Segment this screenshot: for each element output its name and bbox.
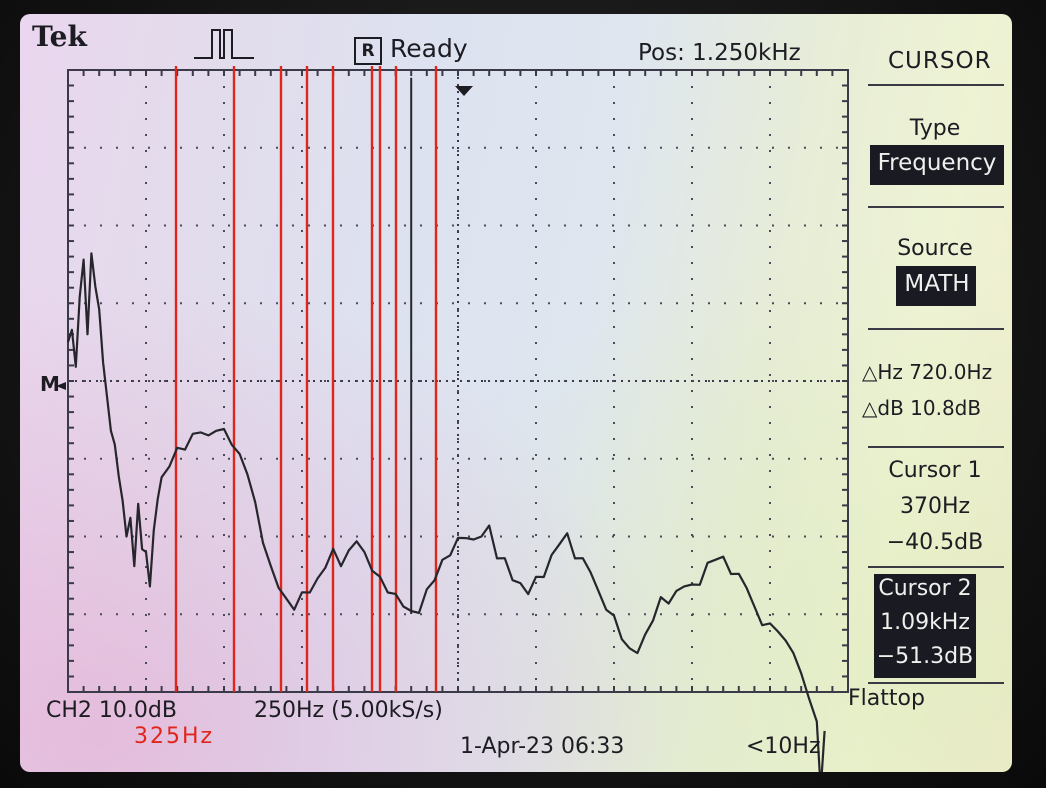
graticule: [67, 69, 849, 693]
source-value-highlight[interactable]: [896, 266, 976, 306]
type-label: Type: [909, 116, 961, 141]
cursor1-frequency: 370Hz: [899, 494, 971, 519]
menu-separator: [868, 84, 1004, 86]
cursor2-highlight[interactable]: [874, 574, 976, 678]
menu-title: CURSOR: [888, 48, 992, 74]
trigger-state-badge: R: [354, 37, 382, 65]
brand-logo: Tek: [32, 20, 87, 53]
trigger-frequency: <10Hz: [746, 734, 821, 759]
menu-separator: [868, 206, 1004, 208]
menu-separator: [868, 446, 1004, 448]
trigger-pulse-icon: [194, 29, 254, 59]
math-marker-label: M: [40, 372, 60, 396]
handwritten-annotation: 325Hz: [134, 724, 215, 749]
oscilloscope-screen: Tek R Ready Pos: 1.250kHz M CURSOR Type …: [20, 14, 1012, 772]
red-marker-lines: [174, 66, 438, 692]
horizontal-position: Pos: 1.250kHz: [638, 40, 801, 66]
cursor1-level: −40.5dB: [886, 530, 984, 555]
trigger-position-marker: [455, 86, 473, 96]
cursor1-label[interactable]: Cursor 1: [888, 458, 982, 483]
trigger-state: Ready: [390, 34, 468, 63]
source-value[interactable]: MATH: [904, 271, 970, 297]
source-label: Source: [897, 236, 973, 261]
menu-separator: [868, 328, 1004, 330]
ground-level-marker: [56, 382, 66, 390]
frequency-scale: 250Hz (5.00kS/s): [254, 698, 443, 723]
waveform-display: [56, 66, 849, 772]
cursor2-frequency: 1.09kHz: [880, 610, 970, 635]
menu-separator: [868, 566, 1004, 568]
cursor2-level: −51.3dB: [876, 644, 974, 669]
type-value[interactable]: Frequency: [877, 150, 997, 176]
spectrum-trace: [66, 252, 826, 772]
type-value-highlight[interactable]: [870, 145, 1004, 185]
fft-window-label: Flattop: [848, 686, 925, 711]
delta-hz-readout: △Hz 720.0Hz: [862, 360, 993, 384]
cursor2-label[interactable]: Cursor 2: [878, 576, 972, 601]
delta-db-readout: △dB 10.8dB: [862, 396, 982, 420]
channel-scale: CH2 10.0dB: [46, 698, 177, 723]
timestamp: 1-Apr-23 06:33: [460, 734, 625, 759]
menu-separator: [868, 682, 1004, 684]
